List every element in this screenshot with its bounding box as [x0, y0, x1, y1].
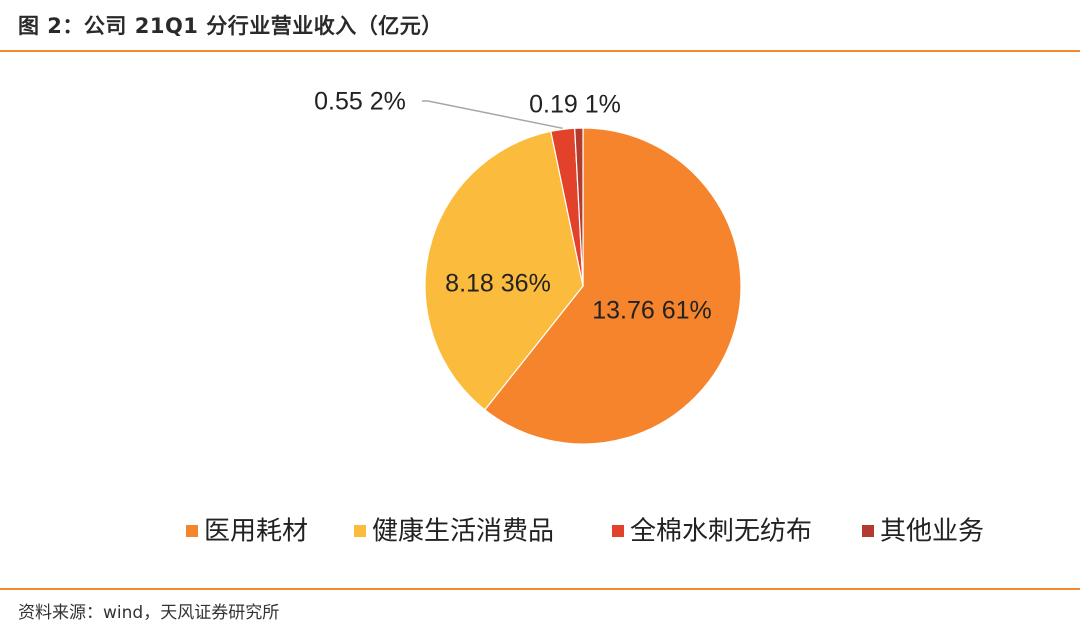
source-note: 资料来源：wind，天风证券研究所	[18, 603, 280, 623]
legend-item-3: 全棉水刺无纺布	[612, 517, 812, 547]
legend-item-2: 健康生活消费品	[354, 517, 554, 547]
bottom-rule	[0, 588, 1080, 590]
slice-2-label: 8.18 36%	[445, 270, 551, 298]
slice-4-wedge	[574, 127, 584, 287]
legend-swatch-3	[612, 525, 624, 537]
slice-2-wedge	[424, 130, 584, 411]
legend-item-1: 医用耗材	[186, 517, 308, 547]
slice-1-label: 13.76 61%	[592, 297, 712, 325]
slice-4-label: 0.19 1%	[529, 91, 621, 119]
legend-label-3: 全棉水刺无纺布	[630, 517, 812, 547]
legend-swatch-1	[186, 525, 198, 537]
legend-swatch-4	[862, 525, 874, 537]
legend-item-4: 其他业务	[862, 517, 984, 547]
top-rule	[0, 50, 1080, 52]
pie-slices	[424, 127, 742, 445]
pie-data-labels: 13.76 61% 8.18 36% 0.55 2% 0.19 1%	[314, 88, 712, 325]
chart-legend: 医用耗材 健康生活消费品 全棉水刺无纺布 其他业务	[186, 517, 984, 547]
legend-label-2: 健康生活消费品	[372, 517, 554, 547]
legend-label-1: 医用耗材	[204, 517, 308, 547]
slice-3-leader-line	[422, 100, 563, 130]
figure-title: 图 2：公司 21Q1 分行业营业收入（亿元）	[18, 14, 443, 38]
legend-swatch-2	[354, 525, 366, 537]
slice-1-wedge	[483, 127, 742, 445]
legend-label-4: 其他业务	[880, 517, 984, 547]
pie-chart: 13.76 61% 8.18 36% 0.55 2% 0.19 1% 医用耗材 健康生活…	[186, 88, 984, 547]
slice-3-label: 0.55 2%	[314, 88, 406, 116]
label-leader-lines	[422, 100, 563, 130]
